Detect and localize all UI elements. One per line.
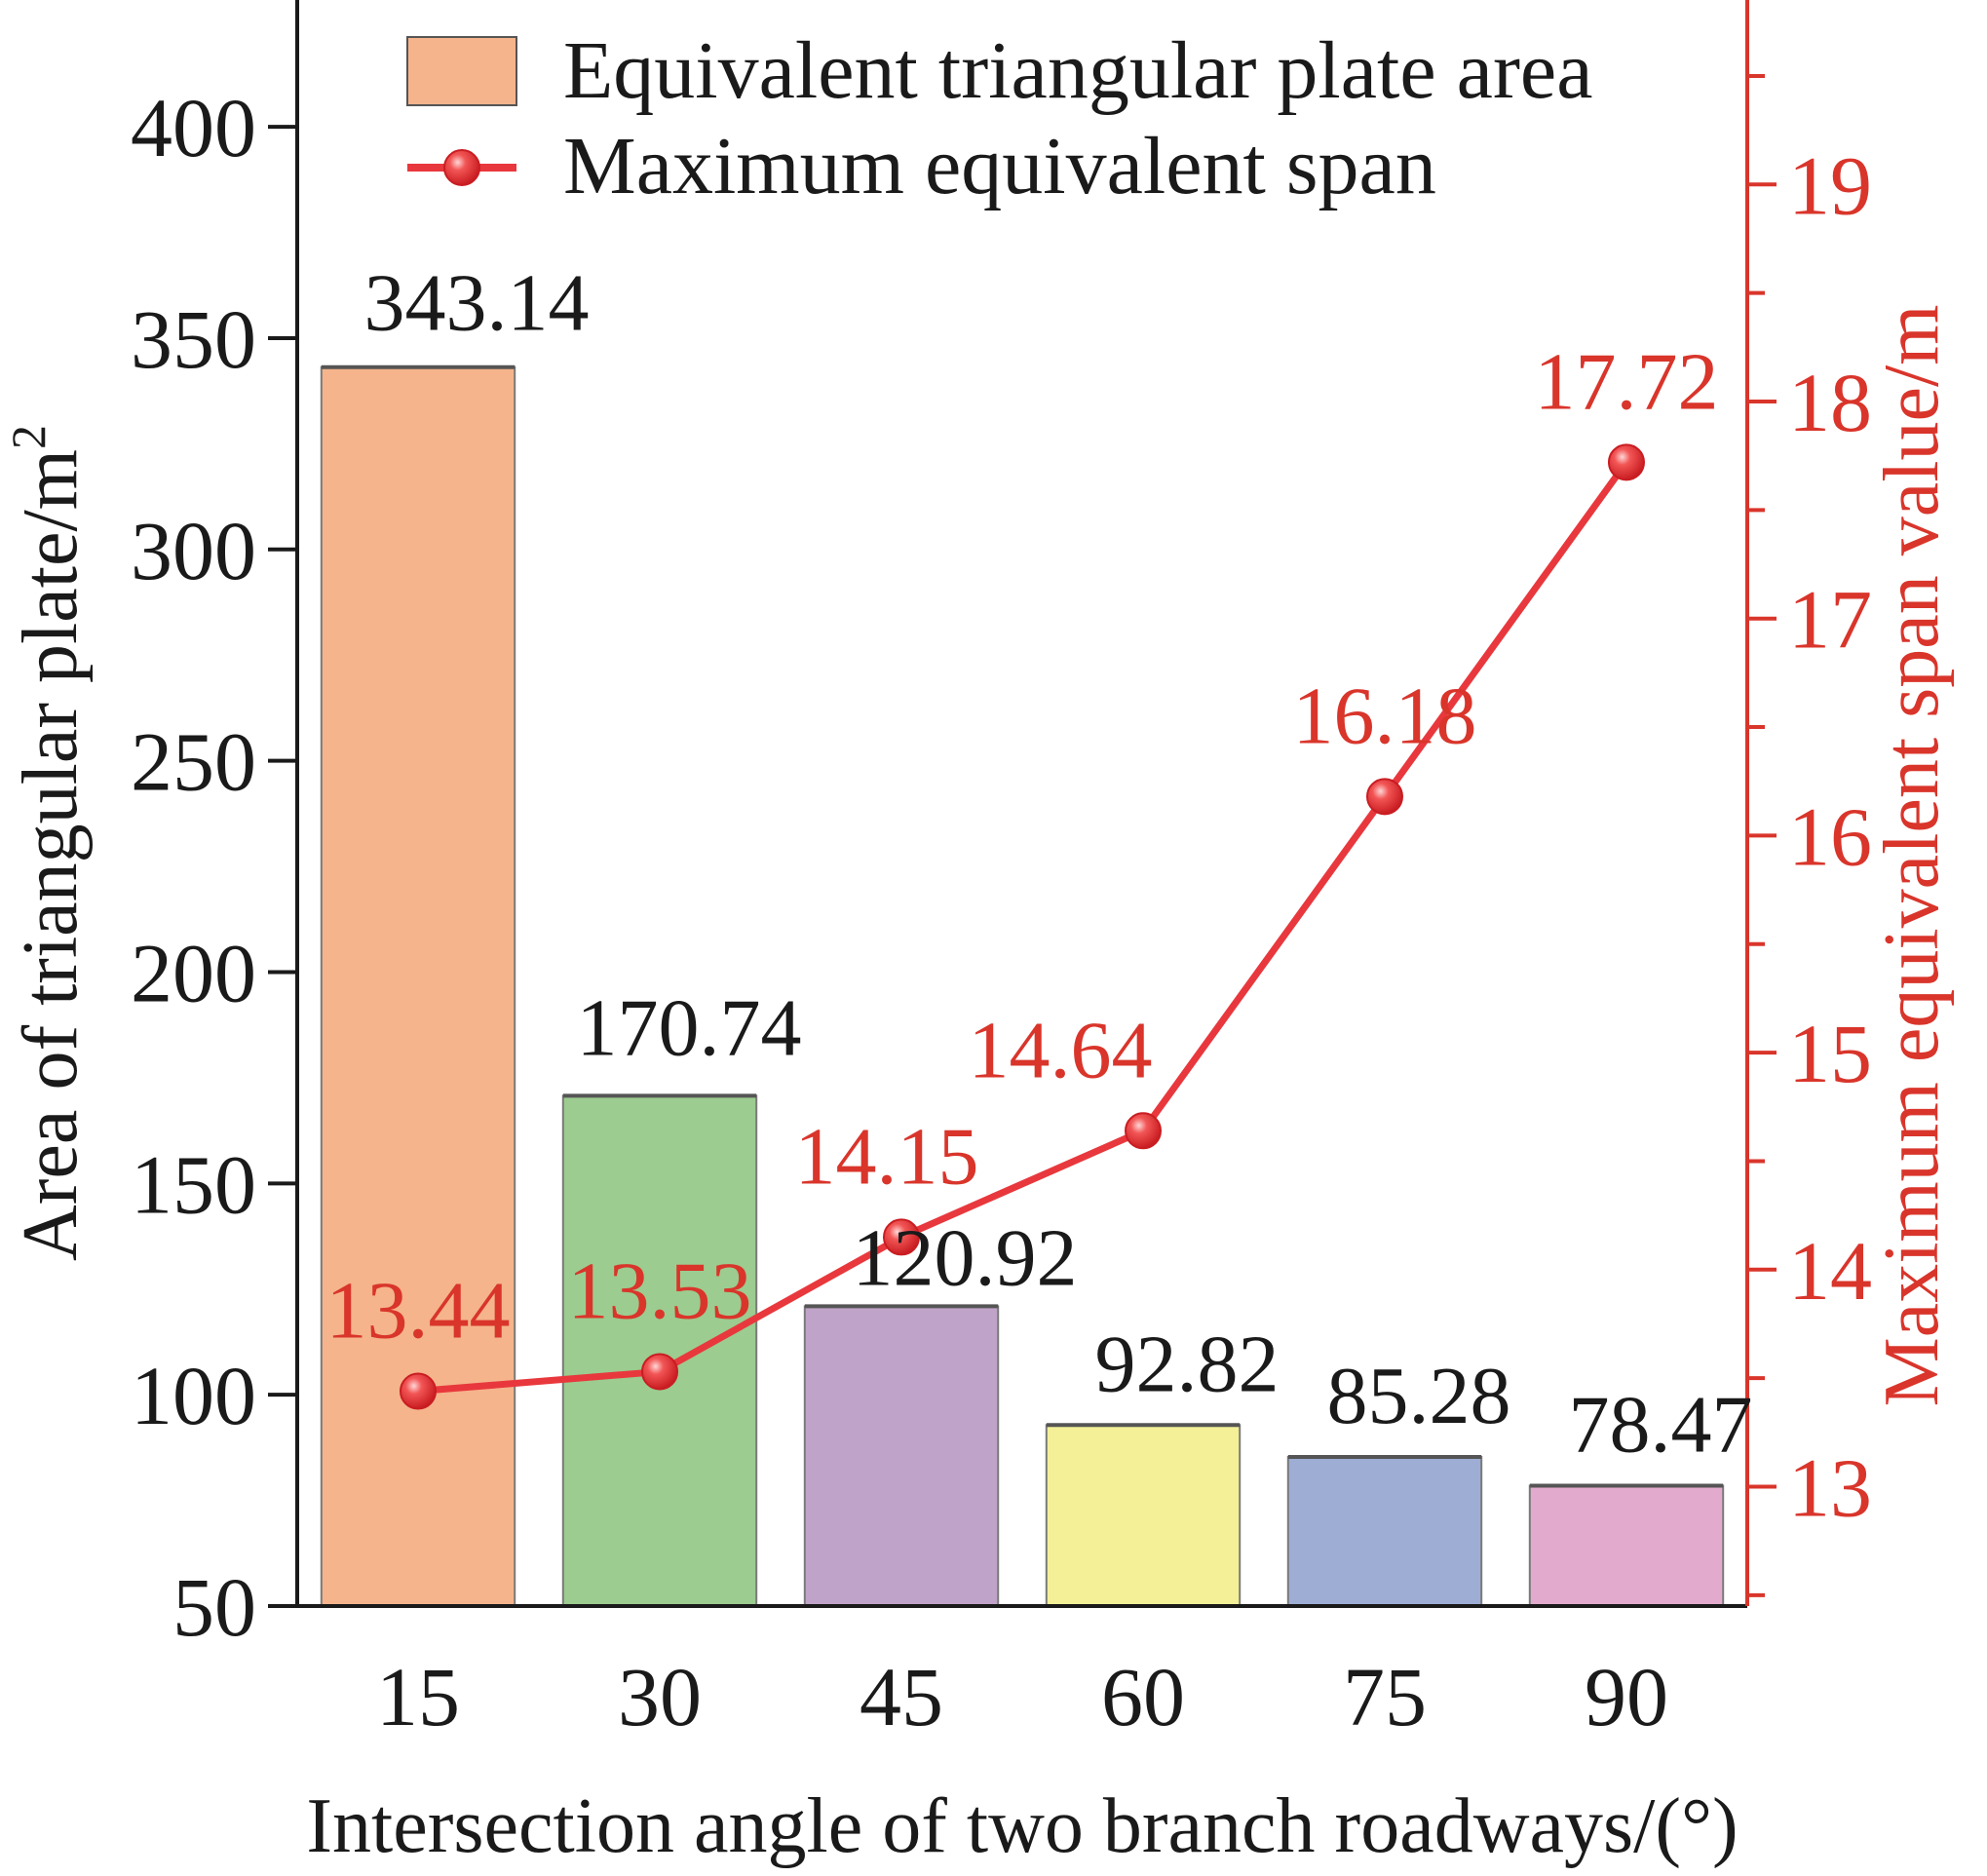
x-axis-ticks: 15 30 45 60 75 90 (376, 1650, 1668, 1743)
y2-tick-label: 17 (1788, 573, 1872, 667)
y-tick-label: 100 (131, 1349, 256, 1442)
bar (320, 365, 516, 1607)
x-tick-label: 15 (376, 1650, 460, 1743)
bar-value-label: 92.82 (1095, 1319, 1280, 1409)
y2-tick-label: 14 (1788, 1224, 1872, 1318)
bars-layer (320, 364, 1725, 1608)
line-value-label: 16.18 (1293, 670, 1477, 761)
y2-axis-title: Maximum equivalent span value/m (1869, 305, 1955, 1407)
y2-tick-label: 16 (1788, 789, 1872, 883)
y-tick-label: 300 (131, 504, 256, 597)
x-tick-label: 60 (1101, 1650, 1185, 1743)
series-line (417, 460, 1629, 1396)
bar (561, 1094, 758, 1607)
y-axis-title-superscript: 2 (1, 425, 56, 449)
bar (1286, 1455, 1483, 1607)
x-tick-label: 45 (860, 1650, 943, 1743)
line-value-label: 14.15 (795, 1111, 979, 1202)
bar-value-label: 85.28 (1327, 1351, 1511, 1441)
bar-value-label: 78.47 (1569, 1380, 1753, 1471)
y-tick-label: 50 (172, 1560, 256, 1654)
bar-value-label: 120.92 (853, 1212, 1078, 1303)
left-axis-ticks: 50 100 150 200 250 300 350 400 (131, 81, 297, 1654)
line-point (1125, 1112, 1162, 1150)
bar-value-label: 343.14 (364, 258, 590, 349)
line-value-label: 14.64 (969, 1005, 1153, 1095)
y-tick-label: 350 (131, 292, 256, 386)
legend-label-bar: Equivalent triangular plate area (563, 25, 1592, 116)
bar (803, 1305, 1000, 1607)
right-axis-ticks: 13 14 15 16 17 18 19 (1747, 73, 1872, 1597)
line-value-label: 17.72 (1535, 336, 1719, 427)
line-value-label: 13.44 (326, 1266, 511, 1357)
line-point (641, 1353, 678, 1391)
legend-label-line: Maximum equivalent span (563, 121, 1436, 211)
line-point (400, 1372, 437, 1410)
y-axis-title: Area of triangular plate/m2 (1, 425, 94, 1261)
bar-value-label: 170.74 (577, 982, 802, 1073)
legend-swatch-bar (406, 36, 517, 106)
y-tick-label: 150 (131, 1137, 256, 1231)
bar (1045, 1424, 1242, 1607)
y2-tick-label: 13 (1788, 1441, 1872, 1535)
legend: Equivalent triangular plate area Maximum… (406, 25, 1592, 211)
x-tick-label: 90 (1585, 1650, 1668, 1743)
x-axis-title: Intersection angle of two branch roadway… (306, 1783, 1738, 1869)
y2-tick-label: 19 (1788, 138, 1872, 232)
line-point (1366, 778, 1403, 816)
line-point (883, 1218, 920, 1256)
x-tick-label: 30 (618, 1650, 702, 1743)
line-value-label: 13.53 (568, 1245, 752, 1336)
y2-tick-label: 15 (1788, 1007, 1872, 1100)
x-tick-label: 75 (1343, 1650, 1427, 1743)
y-axis-title-text: Area of triangular plate/m (8, 449, 94, 1261)
y2-tick-label: 18 (1788, 356, 1872, 449)
line-layer (400, 443, 1645, 1410)
legend-swatch-marker (443, 149, 480, 186)
y-tick-label: 250 (131, 715, 256, 809)
line-point (1608, 443, 1645, 481)
y-tick-label: 200 (131, 926, 256, 1019)
bar (1528, 1484, 1725, 1608)
y-tick-label: 400 (131, 81, 256, 174)
